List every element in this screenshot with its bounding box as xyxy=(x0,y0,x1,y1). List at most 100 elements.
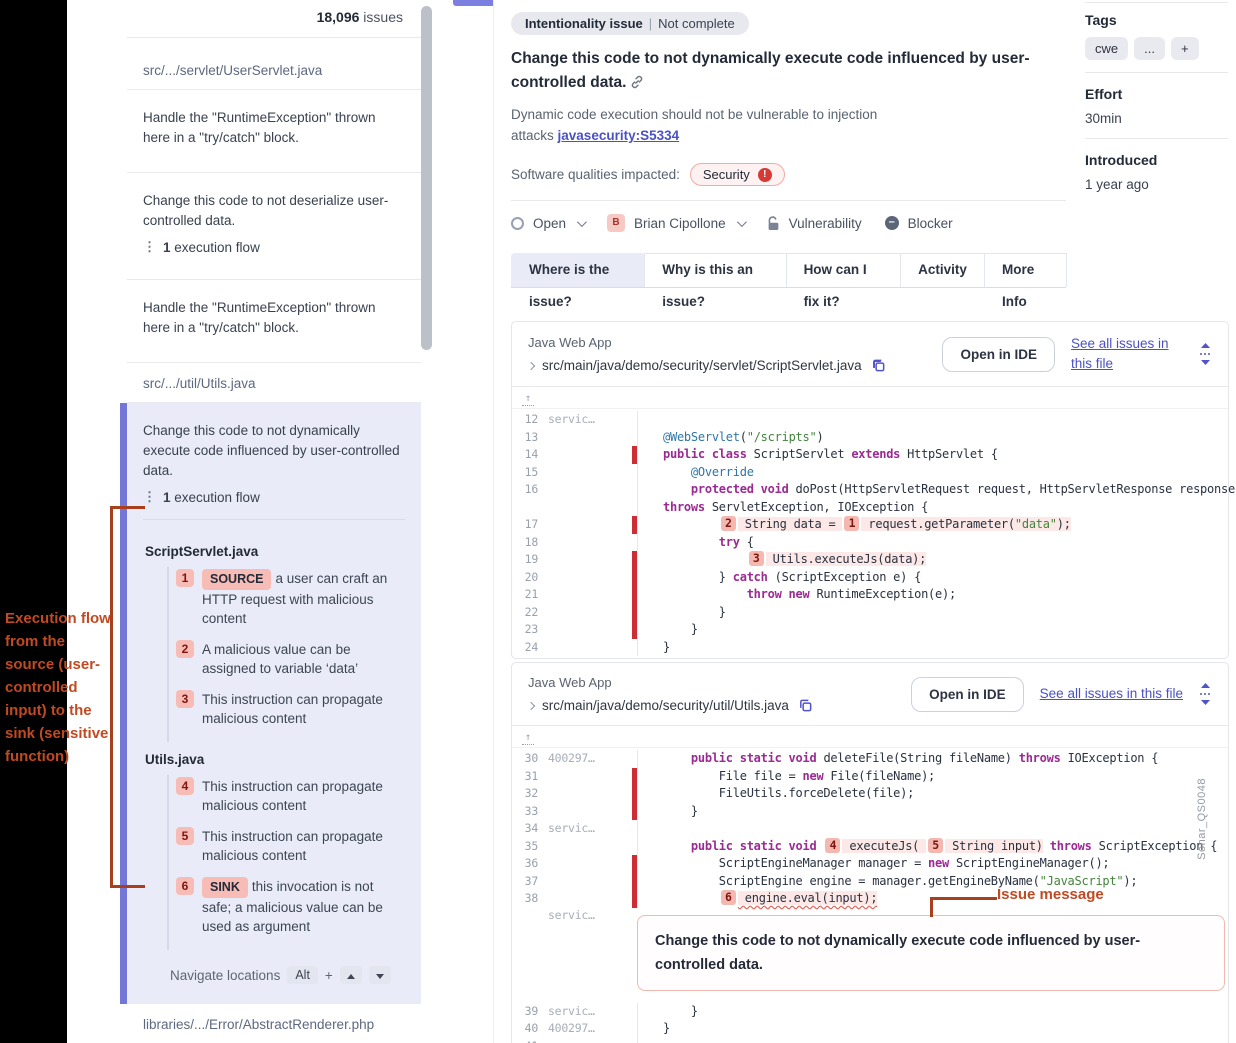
flow-location-badge[interactable]: 4 xyxy=(825,837,841,853)
chevron-down-icon[interactable] xyxy=(576,216,587,227)
code-text: } xyxy=(637,802,698,820)
navigate-down-button[interactable] xyxy=(368,966,391,984)
issue-bar xyxy=(632,621,637,639)
issue-list-item[interactable]: Handle the "RuntimeException" thrown her… xyxy=(127,280,421,363)
flow-step-tag: SOURCE xyxy=(202,569,272,590)
see-all-issues-link[interactable]: See all issues in this file xyxy=(1039,686,1183,701)
file-group-header: libraries/.../Error/AbstractRenderer.php xyxy=(127,1004,421,1043)
gutter-label xyxy=(548,873,632,891)
issue-type-label: Intentionality issue xyxy=(525,16,643,31)
flow-location-badge[interactable]: 1 xyxy=(844,516,860,531)
code-segment: } xyxy=(663,604,726,619)
issue-bar xyxy=(632,767,637,785)
issue-bar xyxy=(632,802,637,820)
see-all-issues-link[interactable]: See all issues in this file xyxy=(1071,336,1169,371)
execution-flow-row[interactable]: ⋮ 1 execution flow xyxy=(143,239,405,255)
expand-lines-icon[interactable] xyxy=(1199,683,1212,705)
gutter-label xyxy=(548,499,632,517)
gutter-label xyxy=(548,586,632,604)
gutter-label xyxy=(548,803,632,821)
chevron-right-icon[interactable] xyxy=(526,701,536,710)
tag-chip[interactable]: cwe xyxy=(1085,37,1129,60)
code-segment: } xyxy=(663,639,670,654)
code-line: 37 ScriptEngine engine = manager.getEngi… xyxy=(512,872,1228,891)
flow-step-text: SINK this invocation is not safe; a malic… xyxy=(202,877,383,934)
chevron-down-icon[interactable] xyxy=(736,216,747,227)
code-text xyxy=(637,1037,663,1043)
flow-step[interactable]: 2 A malicious value can be assigned to va… xyxy=(176,640,405,678)
code-segment: FileUtils.forceDelete(file); xyxy=(663,786,915,800)
open-in-ide-button[interactable]: Open in IDE xyxy=(911,676,1024,712)
code-segment: Utils.executeJs(data); xyxy=(765,552,927,566)
status-dropdown[interactable]: Open xyxy=(533,215,567,231)
file-path[interactable]: src/main/java/demo/security/servlet/Scri… xyxy=(542,358,862,373)
rule-key-link[interactable]: javasecurity:S5334 xyxy=(557,128,680,143)
chevron-right-icon[interactable] xyxy=(526,361,536,370)
effort-section: Effort 30min xyxy=(1085,84,1228,139)
flow-step[interactable]: 4 This instruction can propagate maliciou… xyxy=(176,777,405,815)
code-segment: IOException { xyxy=(1067,751,1159,765)
copy-path-icon[interactable] xyxy=(871,358,886,373)
flow-location-badge[interactable]: 2 xyxy=(720,516,736,531)
permalink-icon[interactable] xyxy=(630,75,644,89)
flow-step-badge: 2 xyxy=(176,640,194,658)
gutter-label: servic… xyxy=(548,1003,595,1018)
tab-how-can-i-fix-it-[interactable]: How can I fix it? xyxy=(785,253,902,309)
code-segment: HttpServlet { xyxy=(907,447,998,461)
code-line: 23 } xyxy=(512,621,1228,639)
alt-key[interactable]: Alt xyxy=(287,966,318,984)
flow-location-badge[interactable]: 3 xyxy=(748,551,764,566)
navigate-up-button[interactable] xyxy=(339,966,362,984)
expand-lines-icon[interactable] xyxy=(1199,343,1212,365)
code-segment xyxy=(663,552,747,566)
assignee-dropdown[interactable]: Brian Cipollone xyxy=(634,215,726,231)
flow-location-badge[interactable]: 6 xyxy=(720,890,736,905)
up-arrow-icon xyxy=(346,974,355,979)
tab-more-info[interactable]: More Info xyxy=(983,253,1068,309)
issue-status-row: Open B Brian Cipollone Vulnerability – B… xyxy=(511,214,1229,232)
issue-list-item-selected[interactable]: Change this code to not dynamically exec… xyxy=(120,403,421,1004)
file-path[interactable]: src/main/java/demo/security/util/Utils.j… xyxy=(542,698,789,713)
expand-up-icon[interactable]: ↑ xyxy=(522,732,534,745)
execution-flow-row[interactable]: ⋮ 1 execution flow xyxy=(143,489,405,505)
code-text: public class ScriptServlet extends HttpS… xyxy=(637,446,998,464)
code-text: protected void doPost(HttpServletRequest… xyxy=(637,481,1236,499)
code-segment: new xyxy=(802,768,831,783)
code-line: 32 FileUtils.forceDelete(file); xyxy=(512,785,1228,803)
expand-up-icon[interactable]: ↑ xyxy=(522,393,534,406)
blocker-severity-icon: ! xyxy=(757,167,772,182)
tab-why-is-this-an-issue-[interactable]: Why is this an issue? xyxy=(644,253,787,309)
tab-activity[interactable]: Activity xyxy=(900,253,985,287)
code-segment: public static void xyxy=(690,838,824,853)
flow-step[interactable]: 3 This instruction can propagate maliciou… xyxy=(176,690,405,728)
quality-security-pill[interactable]: Security ! xyxy=(689,163,785,186)
issue-list-item[interactable]: Change this code to not deserialize user… xyxy=(127,173,421,280)
line-number: 13 xyxy=(524,429,539,444)
code-segment xyxy=(663,517,719,531)
tag-chip[interactable]: + xyxy=(1170,37,1199,60)
assignee-avatar: B xyxy=(607,214,626,232)
flow-step[interactable]: 6 SINK this invocation is not safe; a mali… xyxy=(176,877,405,936)
line-number: 18 xyxy=(524,534,539,549)
open-in-ide-button[interactable]: Open in IDE xyxy=(942,336,1055,372)
line-number: 20 xyxy=(524,569,539,584)
issue-list-scrollbar[interactable] xyxy=(421,0,432,1043)
line-number: 35 xyxy=(524,838,539,853)
scrollbar-thumb[interactable] xyxy=(421,6,432,350)
issue-message-box[interactable]: Change this code to not dynamically exec… xyxy=(637,914,1225,991)
code-text: @WebServlet("/scripts") xyxy=(637,428,824,446)
code-segment: throw new xyxy=(746,587,817,601)
file-group-header: src/.../servlet/UserServlet.java xyxy=(127,38,421,90)
copy-path-icon[interactable] xyxy=(798,698,813,713)
rule-description: Dynamic code execution should not be vul… xyxy=(511,104,981,146)
flow-step[interactable]: 5 This instruction can propagate maliciou… xyxy=(176,827,405,865)
issue-list-item[interactable]: Handle the "RuntimeException" thrown her… xyxy=(127,90,421,173)
code-line: 16 protected void doPost(HttpServletRequ… xyxy=(512,481,1236,499)
issue-text: Change this code to not deserialize user… xyxy=(143,193,389,228)
flow-step[interactable]: 1 SOURCE a user can craft an HTTP request … xyxy=(176,569,405,628)
issue-meta-sidebar: Tags cwe... + Effort 30min Introduced 1 y… xyxy=(1085,0,1236,215)
code-text: ScriptEngine engine = manager.getEngineB… xyxy=(637,872,1138,890)
flow-location-badge[interactable]: 5 xyxy=(928,837,944,853)
tag-chip[interactable]: ... xyxy=(1134,37,1165,60)
tab-where-is-the-issue-[interactable]: Where is the issue? xyxy=(511,253,646,309)
